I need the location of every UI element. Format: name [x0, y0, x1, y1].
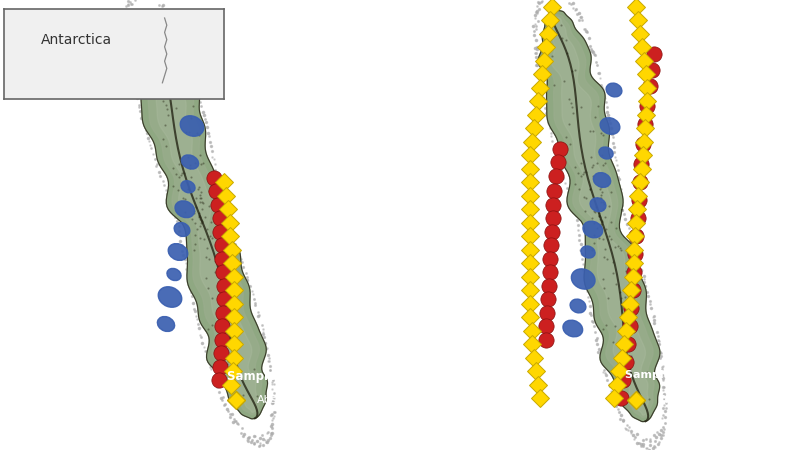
- Ellipse shape: [606, 83, 622, 97]
- Text: Absent: Absent: [257, 395, 295, 405]
- Ellipse shape: [583, 221, 602, 238]
- Ellipse shape: [570, 299, 586, 313]
- Text: Absent: Absent: [660, 395, 698, 405]
- Ellipse shape: [594, 173, 610, 187]
- Polygon shape: [138, 18, 262, 414]
- Ellipse shape: [571, 269, 595, 289]
- Ellipse shape: [182, 155, 198, 169]
- Ellipse shape: [590, 198, 606, 212]
- Ellipse shape: [563, 320, 582, 337]
- Text: Sampled sites 2004: Sampled sites 2004: [227, 370, 357, 383]
- Ellipse shape: [168, 243, 188, 261]
- Polygon shape: [551, 17, 649, 415]
- Ellipse shape: [581, 246, 595, 258]
- Ellipse shape: [158, 316, 174, 332]
- Polygon shape: [545, 15, 654, 417]
- Ellipse shape: [174, 223, 190, 236]
- Text: Antarctica: Antarctica: [41, 33, 112, 48]
- Ellipse shape: [186, 81, 206, 99]
- Ellipse shape: [599, 147, 613, 159]
- Ellipse shape: [158, 287, 182, 307]
- Polygon shape: [131, 14, 267, 419]
- Polygon shape: [538, 10, 660, 422]
- Text: Sampled sites 2015-2018: Sampled sites 2015-2018: [625, 370, 783, 380]
- Ellipse shape: [181, 181, 195, 193]
- Ellipse shape: [167, 269, 181, 280]
- Ellipse shape: [175, 201, 194, 218]
- Polygon shape: [143, 20, 257, 412]
- Ellipse shape: [180, 116, 204, 136]
- Ellipse shape: [600, 118, 620, 134]
